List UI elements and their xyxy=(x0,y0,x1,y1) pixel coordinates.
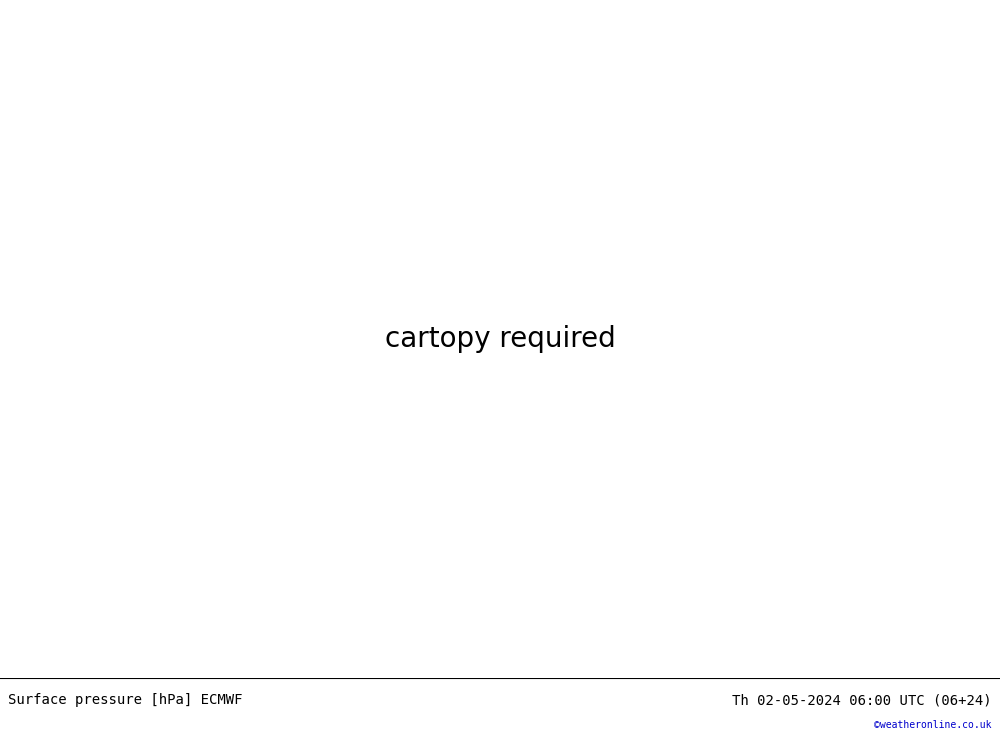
Text: ©weatheronline.co.uk: ©weatheronline.co.uk xyxy=(874,721,992,730)
Text: Surface pressure [hPa] ECMWF: Surface pressure [hPa] ECMWF xyxy=(8,693,242,707)
Text: Th 02-05-2024 06:00 UTC (06+24): Th 02-05-2024 06:00 UTC (06+24) xyxy=(732,693,992,707)
Text: cartopy required: cartopy required xyxy=(385,325,615,353)
